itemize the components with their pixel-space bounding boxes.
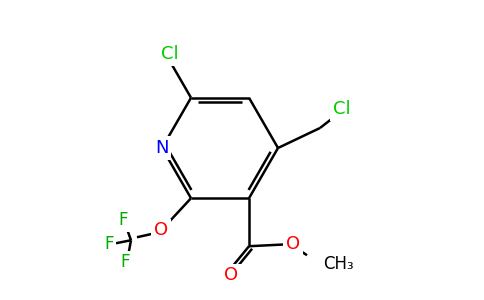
Text: F: F — [120, 253, 130, 271]
Text: N: N — [155, 139, 169, 157]
Text: F: F — [104, 235, 114, 253]
Text: CH₃: CH₃ — [323, 255, 354, 273]
Text: Cl: Cl — [333, 100, 351, 118]
Text: O: O — [224, 266, 238, 284]
Text: O: O — [286, 235, 300, 253]
Text: Cl: Cl — [161, 45, 179, 63]
Text: F: F — [118, 211, 128, 229]
Text: O: O — [154, 221, 168, 239]
